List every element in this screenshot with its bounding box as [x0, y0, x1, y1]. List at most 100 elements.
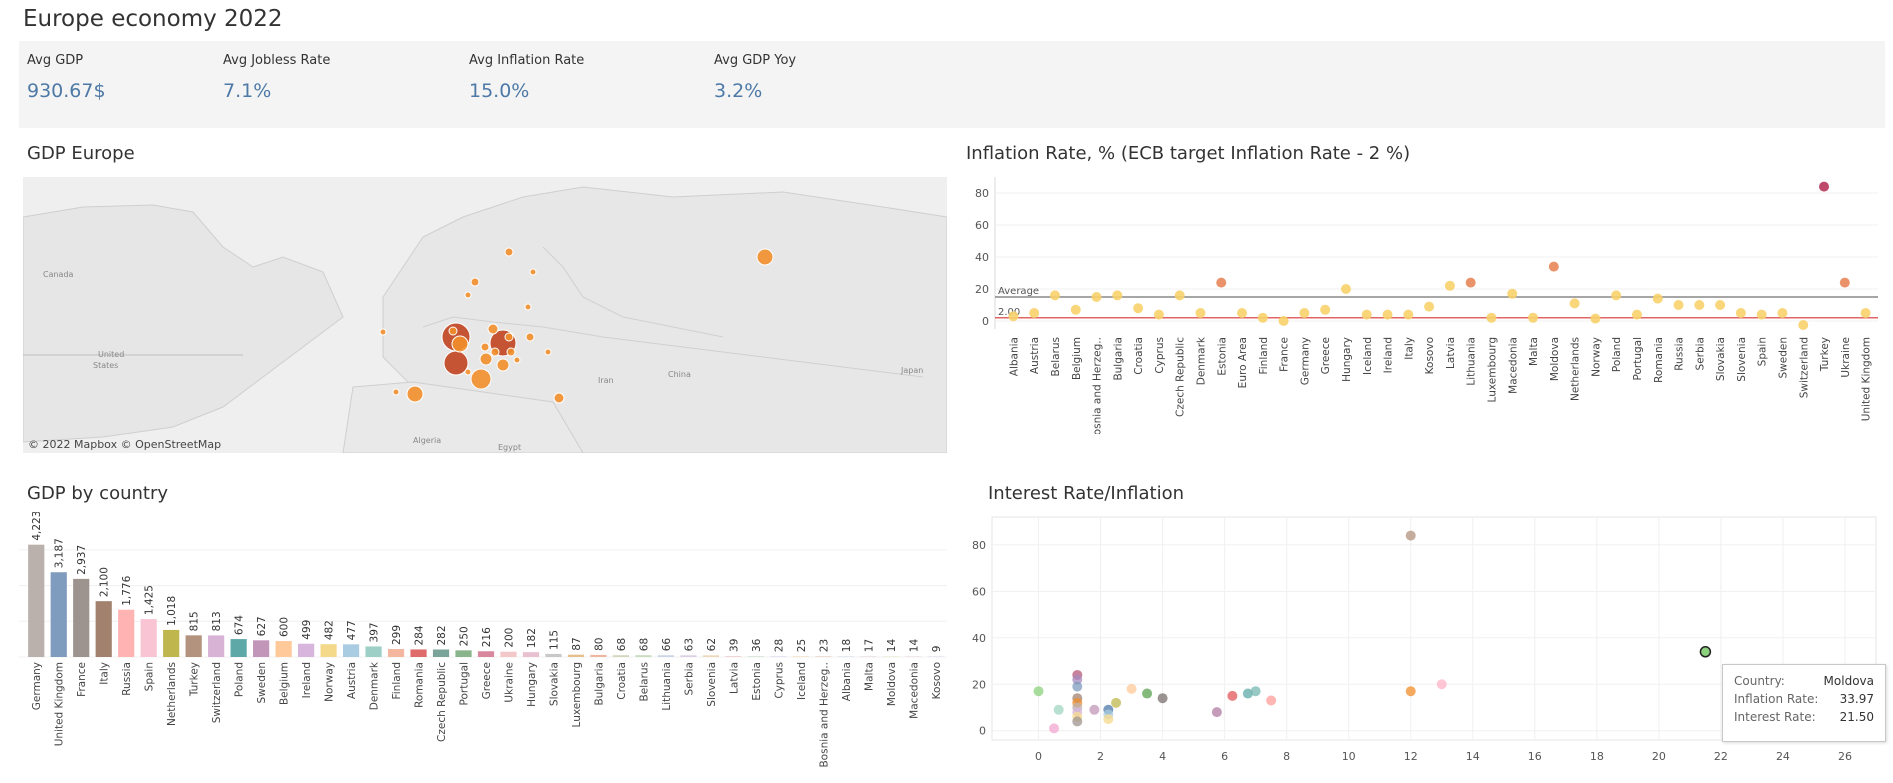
- inflation-point-turkey[interactable]: [1819, 181, 1830, 192]
- interest-point[interactable]: [1142, 688, 1153, 699]
- inflation-point-albania[interactable]: [1008, 311, 1019, 322]
- map-bubble[interactable]: [464, 291, 472, 299]
- interest-point[interactable]: [1072, 681, 1083, 692]
- map-bubble[interactable]: [464, 368, 472, 376]
- inflation-point-switzerland[interactable]: [1798, 320, 1809, 330]
- interest-point[interactable]: [1053, 704, 1064, 715]
- gdp-bar-united-kingdom[interactable]: [50, 572, 67, 657]
- map-bubble[interactable]: [392, 388, 400, 396]
- gdp-bar-albania[interactable]: [837, 656, 854, 657]
- gdp-bar-belarus[interactable]: [635, 655, 652, 657]
- gdp-bar-norway[interactable]: [320, 644, 337, 657]
- inflation-point-macedonia[interactable]: [1507, 288, 1518, 299]
- map-bubble[interactable]: [448, 326, 458, 336]
- gdp-bar-ukraine[interactable]: [500, 651, 517, 657]
- gdp-bar-france[interactable]: [73, 578, 90, 657]
- interest-point[interactable]: [1033, 686, 1044, 697]
- interest-point-selected[interactable]: [1699, 646, 1712, 658]
- map-bubble[interactable]: [379, 328, 387, 336]
- interest-point[interactable]: [1211, 707, 1222, 718]
- gdp-bar-kosovo[interactable]: [927, 656, 944, 657]
- inflation-point-germany[interactable]: [1299, 308, 1310, 318]
- map-bubble[interactable]: [479, 352, 493, 366]
- inflation-point-latvia[interactable]: [1444, 280, 1455, 291]
- inflation-point-romania[interactable]: [1652, 293, 1663, 304]
- map-bubble[interactable]: [544, 348, 552, 356]
- gdp-bar-denmark[interactable]: [365, 646, 382, 657]
- inflation-point-portugal[interactable]: [1631, 309, 1642, 320]
- inflation-point-iceland[interactable]: [1361, 309, 1372, 320]
- gdp-bar-romania[interactable]: [410, 649, 427, 657]
- interest-point[interactable]: [1157, 693, 1168, 704]
- map-bubble[interactable]: [451, 335, 469, 353]
- map-bubble[interactable]: [496, 358, 510, 372]
- inflation-point-estonia[interactable]: [1216, 277, 1227, 288]
- interest-point[interactable]: [1227, 690, 1238, 701]
- inflation-point-spain[interactable]: [1756, 309, 1767, 320]
- gdp-bar-malta[interactable]: [860, 656, 877, 657]
- gdp-bar-bosnia-and-herzeg[interactable]: [815, 656, 832, 657]
- interest-point[interactable]: [1089, 704, 1100, 715]
- map-bubble[interactable]: [524, 303, 532, 311]
- inflation-point-malta[interactable]: [1528, 312, 1539, 323]
- map-bubble[interactable]: [553, 392, 565, 404]
- inflation-point-ireland[interactable]: [1382, 309, 1393, 320]
- inflation-point-austria[interactable]: [1029, 308, 1040, 318]
- inflation-point-belarus[interactable]: [1049, 290, 1060, 301]
- gdp-bar-netherlands[interactable]: [163, 629, 180, 657]
- inflation-point-bulgaria[interactable]: [1112, 290, 1123, 301]
- gdp-bar-spain[interactable]: [140, 619, 157, 657]
- interest-point[interactable]: [1111, 697, 1122, 708]
- inflation-point-kosovo[interactable]: [1424, 301, 1435, 312]
- inflation-point-greece[interactable]: [1320, 304, 1331, 315]
- gdp-bar-hungary[interactable]: [522, 652, 540, 657]
- inflation-point-russia[interactable]: [1673, 300, 1684, 310]
- inflation-point-slovakia[interactable]: [1715, 300, 1726, 310]
- inflation-point-france[interactable]: [1278, 316, 1289, 326]
- interest-point[interactable]: [1242, 688, 1253, 699]
- gdp-map[interactable]: Canada United States Algeria Egypt Iran China J…: [23, 177, 947, 453]
- inflation-point-poland[interactable]: [1611, 290, 1622, 301]
- map-bubble[interactable]: [487, 323, 499, 335]
- map-bubble[interactable]: [529, 268, 537, 276]
- inflation-point-denmark[interactable]: [1195, 308, 1206, 318]
- gdp-bar-croatia[interactable]: [612, 655, 630, 657]
- gdp-bar-turkey[interactable]: [185, 635, 202, 657]
- interest-point[interactable]: [1103, 714, 1114, 725]
- interest-point[interactable]: [1126, 683, 1137, 694]
- map-bubble[interactable]: [756, 248, 774, 266]
- inflation-point-finland[interactable]: [1257, 312, 1268, 323]
- inflation-point-norway[interactable]: [1590, 313, 1601, 324]
- interest-point[interactable]: [1250, 686, 1261, 697]
- map-bubble[interactable]: [443, 350, 469, 376]
- inflation-point-united-kingdom[interactable]: [1860, 308, 1871, 318]
- gdp-bar-poland[interactable]: [230, 639, 247, 657]
- gdp-bar-moldova[interactable]: [882, 656, 899, 657]
- interest-point[interactable]: [1049, 723, 1060, 734]
- gdp-bar-germany[interactable]: [28, 544, 45, 657]
- map-bubble[interactable]: [513, 356, 521, 364]
- inflation-point-slovenia[interactable]: [1735, 308, 1746, 318]
- map-bubble[interactable]: [504, 332, 514, 342]
- gdp-bar-belgium[interactable]: [275, 641, 292, 657]
- interest-point[interactable]: [1072, 674, 1083, 685]
- inflation-point-italy[interactable]: [1403, 309, 1414, 320]
- gdp-bar-greece[interactable]: [477, 651, 495, 657]
- inflation-point-ukraine[interactable]: [1839, 277, 1850, 288]
- gdp-bar-russia[interactable]: [118, 609, 135, 657]
- gdp-bar-italy[interactable]: [95, 601, 112, 657]
- gdp-bar-austria[interactable]: [342, 644, 360, 657]
- gdp-bar-ireland[interactable]: [298, 643, 315, 657]
- gdp-bar-estonia[interactable]: [747, 656, 764, 657]
- map-bubble[interactable]: [525, 332, 535, 342]
- interest-point[interactable]: [1405, 686, 1416, 697]
- gdp-bar-finland[interactable]: [387, 649, 405, 657]
- gdp-bar-latvia[interactable]: [725, 655, 742, 657]
- map-bubble[interactable]: [506, 347, 516, 357]
- gdp-bar-cyprus[interactable]: [770, 656, 787, 657]
- inflation-chart[interactable]: 0 20 40 60 80 Average 2.00 Albania Austria Belaru…: [960, 172, 1885, 434]
- gdp-bar-switzerland[interactable]: [208, 635, 225, 657]
- inflation-point-euro-area[interactable]: [1237, 308, 1248, 318]
- gdp-bar-slovakia[interactable]: [545, 653, 562, 657]
